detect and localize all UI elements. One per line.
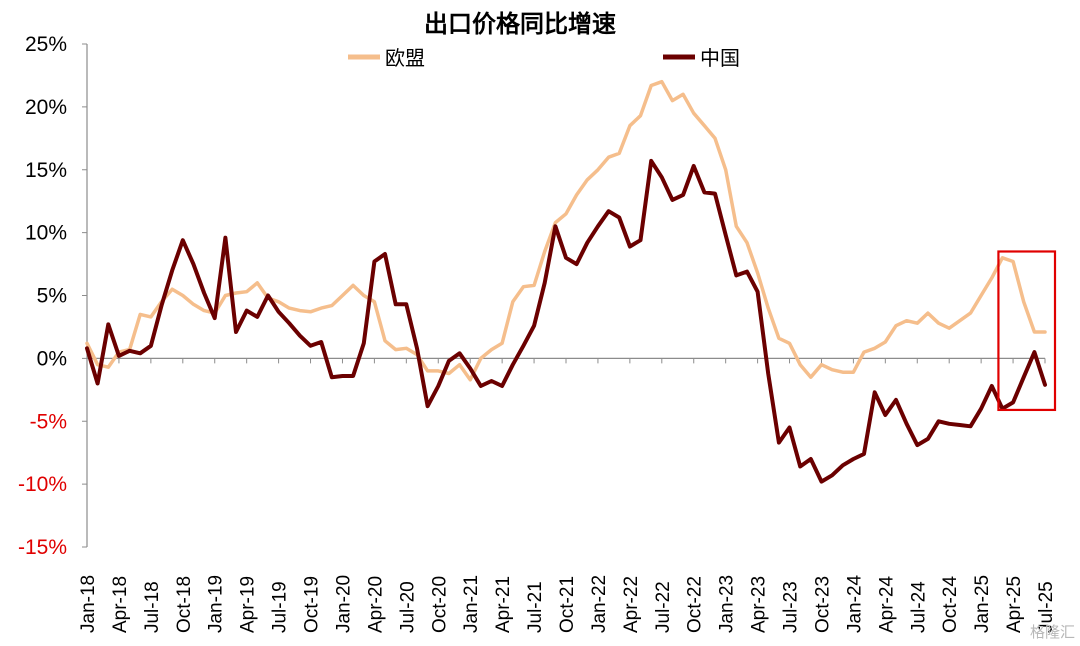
x-tick-label: Oct-18 (174, 576, 195, 633)
x-tick-label: Jan-23 (717, 575, 738, 633)
x-tick-label: Oct-24 (940, 576, 961, 633)
legend-label-eu: 欧盟 (385, 46, 425, 70)
x-tick-label: Oct-20 (429, 576, 450, 633)
x-tick-label: Apr-18 (110, 576, 131, 633)
x-tick-label: Apr-19 (238, 576, 259, 633)
y-tick-label: 15% (25, 159, 67, 182)
x-tick-label: Jan-20 (333, 575, 354, 633)
x-tick-label: Jul-24 (908, 581, 929, 633)
x-tick-label: Jul-23 (781, 581, 802, 633)
x-tick-label: Jul-21 (525, 581, 546, 633)
y-tick-label: -15% (18, 536, 67, 559)
x-tick-label: Jul-20 (397, 581, 418, 633)
x-tick-label: Jul-22 (653, 581, 674, 633)
y-tick-label: -5% (30, 410, 67, 433)
series-lines (85, 79, 1047, 484)
y-tick-label: 5% (37, 285, 67, 308)
x-tick-label: Jan-21 (461, 575, 482, 633)
x-tick-label: Jan-24 (844, 574, 865, 633)
x-tick-label: Oct-21 (557, 576, 578, 633)
x-tick-label: Jan-18 (78, 575, 99, 633)
series-line-eu (85, 79, 1047, 382)
x-tick-label: Jan-25 (972, 575, 993, 633)
highlight-box (997, 250, 1057, 412)
x-tick-label: Jan-19 (206, 575, 227, 633)
y-axis: 25% 20% 15% 10% 5% 0% -5% -10% -15% (18, 33, 1045, 559)
highlight-box-group (997, 250, 1057, 412)
x-tick-label: Apr-22 (621, 576, 642, 633)
x-tick-label: Jul-25 (1036, 581, 1057, 633)
series-line-china (85, 158, 1047, 484)
y-tick-label: 10% (25, 222, 67, 245)
x-tick-label: Oct-23 (812, 576, 833, 633)
chart-title: 出口价格同比增速 (424, 10, 616, 38)
x-tick-label: Apr-25 (1004, 576, 1025, 633)
legend-label-china: 中国 (700, 46, 740, 70)
y-tick-label: -10% (18, 473, 67, 496)
x-axis: Jan-18 Apr-18 Jul-18 Oct-18 Jan-19 Apr-19 Jul-… (78, 358, 1057, 633)
x-tick-label: Jul-18 (142, 581, 163, 633)
x-tick-label: Apr-23 (749, 576, 770, 633)
x-tick-label: Apr-20 (365, 576, 386, 633)
x-tick-label: Oct-19 (302, 576, 323, 633)
y-tick-label: 25% (25, 33, 67, 56)
x-tick-label: Apr-21 (493, 576, 514, 633)
x-tick-label: Oct-22 (685, 576, 706, 633)
x-tick-label: Jul-19 (270, 581, 291, 633)
y-tick-label: 20% (25, 96, 67, 119)
watermark-text: 格隆汇 (1030, 623, 1075, 641)
x-tick-label: Jan-22 (589, 575, 610, 633)
x-tick-label: Apr-24 (876, 576, 897, 633)
legend: 欧盟 中国 (348, 46, 740, 70)
y-tick-label: 0% (37, 347, 67, 370)
